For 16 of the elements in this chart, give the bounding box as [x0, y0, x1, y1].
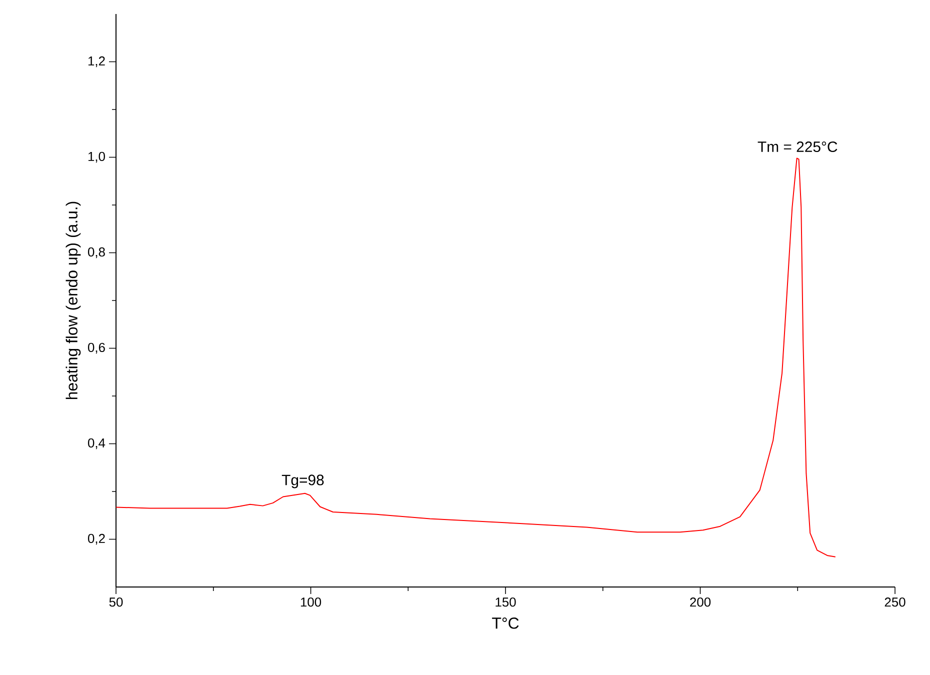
x-tick-label: 200 — [690, 598, 711, 607]
x-tick-label: 150 — [496, 598, 516, 607]
x-tick-label: 50 — [109, 598, 123, 607]
y-axis-title: heating flow (endo up) (a.u.) — [66, 202, 81, 400]
y-tick-label: 1,2 — [88, 56, 105, 68]
x-tick-label: 100 — [300, 598, 322, 607]
y-tick-label: 0,6 — [88, 342, 105, 354]
x-tick-label: 250 — [884, 598, 906, 607]
y-tick-label: 0,8 — [88, 247, 105, 258]
annotation: Tm = 225°C — [758, 141, 838, 152]
y-tick-label: 1,0 — [88, 152, 105, 163]
y-tick-label: 0,4 — [88, 438, 106, 450]
x-axis-title: T°C — [492, 618, 519, 629]
line-series — [116, 158, 836, 558]
annotation: Tg=98 — [282, 474, 324, 488]
y-tick-label: 0,2 — [88, 534, 105, 545]
